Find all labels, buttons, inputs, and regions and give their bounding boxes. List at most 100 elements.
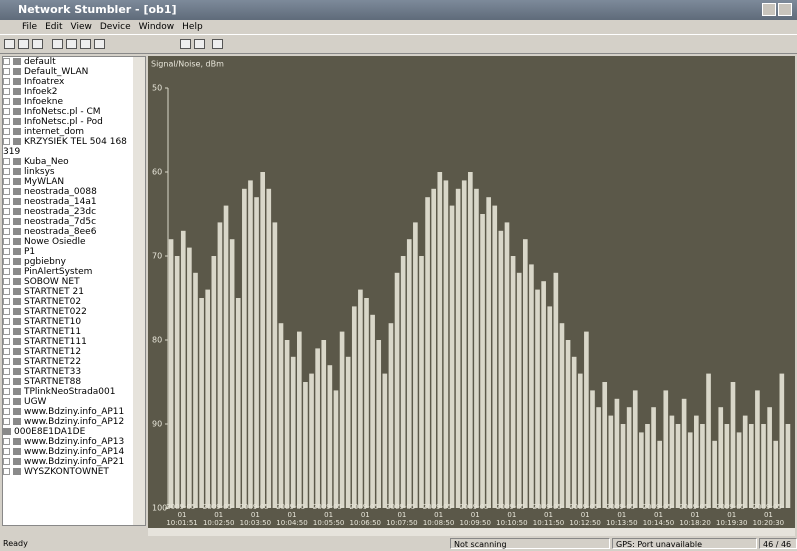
expand-box[interactable] (3, 178, 10, 185)
tree-item[interactable]: KRZYSIEK TEL 504 168 319 (3, 137, 145, 157)
expand-box[interactable] (3, 368, 10, 375)
expand-box[interactable] (3, 378, 10, 385)
expand-box[interactable] (3, 308, 10, 315)
expand-box[interactable] (3, 348, 10, 355)
expand-box[interactable] (3, 418, 10, 425)
expand-box[interactable] (3, 358, 10, 365)
tree-item[interactable]: Kuba_Neo (3, 157, 145, 167)
expand-box[interactable] (3, 408, 10, 415)
expand-box[interactable] (3, 58, 10, 65)
tree-item[interactable]: Infoek2 (3, 87, 145, 97)
tree-item[interactable]: default (3, 57, 145, 67)
expand-box[interactable] (3, 398, 10, 405)
tree-item[interactable]: pgbiebny (3, 257, 145, 267)
tree-item[interactable]: Nowe Osiedle (3, 237, 145, 247)
expand-box[interactable] (3, 268, 10, 275)
expand-box[interactable] (3, 98, 10, 105)
menu-item[interactable]: Device (99, 22, 131, 32)
tree-item[interactable]: internet_dom (3, 127, 145, 137)
expand-box[interactable] (3, 168, 10, 175)
tree-item[interactable]: www.Bdziny.info_AP14 (3, 447, 145, 457)
tree-item[interactable]: neostrada_8ee6 (3, 227, 145, 237)
tree-item[interactable]: www.Bdziny.info_AP21 (3, 457, 145, 467)
tree-item[interactable]: Default_WLAN (3, 67, 145, 77)
expand-box[interactable] (3, 158, 10, 165)
tree-item[interactable]: WYSZKONTOWNET (3, 467, 145, 477)
tree-item[interactable]: STARTNET12 (3, 347, 145, 357)
menu-item[interactable]: Edit (45, 22, 63, 32)
expand-box[interactable] (3, 88, 10, 95)
tree-item[interactable]: 000E8E1DA1DE (3, 427, 145, 437)
tree-item[interactable]: P1 (3, 247, 145, 257)
tree-scrollbar[interactable] (133, 57, 145, 525)
sound-button[interactable] (80, 39, 91, 49)
expand-box[interactable] (3, 318, 10, 325)
tree-item[interactable]: STARTNET 21 (3, 287, 145, 297)
expand-box[interactable] (3, 288, 10, 295)
menu-item[interactable]: Window (138, 22, 175, 32)
expand-box[interactable] (3, 198, 10, 205)
tree-item[interactable]: Infoatrex (3, 77, 145, 87)
tree-item[interactable]: neostrada_7d5c (3, 217, 145, 227)
expand-box[interactable] (3, 328, 10, 335)
tree-item[interactable]: TPlinkNeoStrada001 (3, 387, 145, 397)
expand-box[interactable] (3, 78, 10, 85)
tree-item[interactable]: STARTNET111 (3, 337, 145, 347)
expand-box[interactable] (3, 458, 10, 465)
tree-item[interactable]: MyWLAN (3, 177, 145, 187)
open-button[interactable] (18, 39, 29, 49)
minimize-button[interactable] (762, 3, 776, 16)
close-button[interactable] (778, 3, 792, 16)
expand-box[interactable] (3, 438, 10, 445)
expand-box[interactable] (3, 68, 10, 75)
expand-box[interactable] (3, 258, 10, 265)
tree-item[interactable]: STARTNET22 (3, 357, 145, 367)
tree-item[interactable]: www.Bdziny.info_AP12 (3, 417, 145, 427)
zoom-in-button[interactable] (180, 39, 191, 49)
save-button[interactable] (32, 39, 43, 49)
tree-item[interactable]: InfoNetsc.pl - CM (3, 107, 145, 117)
tree-item[interactable]: www.Bdziny.info_AP13 (3, 437, 145, 447)
tree-item[interactable]: UGW (3, 397, 145, 407)
expand-box[interactable] (3, 448, 10, 455)
tree-item[interactable]: neostrada_14a1 (3, 197, 145, 207)
expand-box[interactable] (3, 138, 10, 145)
tree-item[interactable]: linksys (3, 167, 145, 177)
tree-item[interactable]: InfoNetsc.pl - Pod (3, 117, 145, 127)
tree-item[interactable]: www.Bdziny.info_AP11 (3, 407, 145, 417)
play-button[interactable] (52, 39, 63, 49)
tree-item[interactable]: PinAlertSystem (3, 267, 145, 277)
expand-box[interactable] (3, 238, 10, 245)
options-button[interactable] (94, 39, 105, 49)
expand-box[interactable] (3, 218, 10, 225)
menu-item[interactable]: Help (182, 22, 203, 32)
menu-item[interactable]: File (22, 22, 38, 32)
tree-item[interactable]: STARTNET10 (3, 317, 145, 327)
expand-box[interactable] (3, 228, 10, 235)
tree-item[interactable]: STARTNET02 (3, 297, 145, 307)
zoom-out-button[interactable] (194, 39, 205, 49)
tree-item[interactable]: neostrada_23dc (3, 207, 145, 217)
help-button[interactable] (212, 39, 223, 49)
expand-box[interactable] (3, 388, 10, 395)
tree-item[interactable]: STARTNET88 (3, 377, 145, 387)
expand-box[interactable] (3, 128, 10, 135)
tree-item[interactable]: STARTNET022 (3, 307, 145, 317)
tree-item[interactable]: neostrada_0088 (3, 187, 145, 197)
tree-item[interactable]: STARTNET11 (3, 327, 145, 337)
tree-item[interactable]: SOBOW NET (3, 277, 145, 287)
tree-item[interactable]: Infoekne (3, 97, 145, 107)
expand-box[interactable] (3, 208, 10, 215)
expand-box[interactable] (3, 188, 10, 195)
expand-box[interactable] (3, 118, 10, 125)
expand-box[interactable] (3, 278, 10, 285)
expand-box[interactable] (3, 338, 10, 345)
tree-item[interactable]: STARTNET33 (3, 367, 145, 377)
expand-box[interactable] (3, 298, 10, 305)
new-button[interactable] (4, 39, 15, 49)
scan-button[interactable] (66, 39, 77, 49)
menu-item[interactable]: View (70, 22, 92, 32)
expand-box[interactable] (3, 248, 10, 255)
chart-scrollbar[interactable] (148, 528, 795, 536)
expand-box[interactable] (3, 108, 10, 115)
